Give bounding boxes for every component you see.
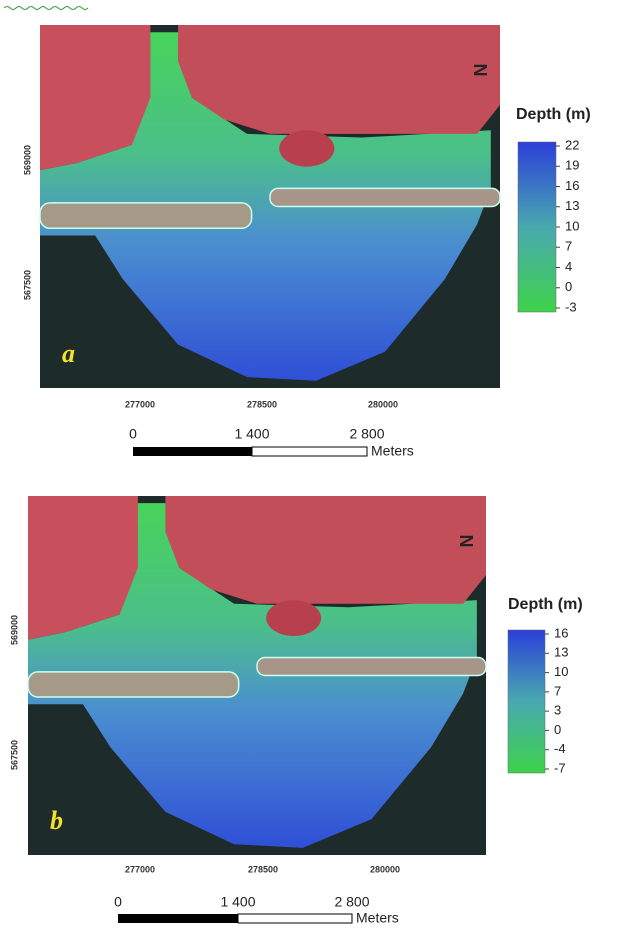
scale-bar-white — [252, 447, 367, 456]
legend-tick-label: 16 — [554, 625, 568, 640]
scale-label: 0 — [114, 894, 122, 910]
scale-label: 1 400 — [234, 426, 269, 442]
legend-tick-label: 0 — [554, 722, 561, 737]
spit — [28, 672, 239, 697]
north-arrow: N — [471, 64, 491, 77]
y-tick-label: 569000 — [9, 615, 19, 645]
legend-tick-label: 19 — [565, 158, 579, 173]
x-tick-label: 280000 — [368, 399, 398, 409]
map-panel: Na 569000 567500 277000 278500 280000 Depth (m… — [22, 25, 590, 459]
legend-title: Depth (m) — [516, 106, 591, 123]
x-tick-label: 278500 — [248, 864, 278, 874]
north-arrow: N — [457, 535, 477, 548]
y-tick-label: 567500 — [22, 270, 32, 300]
scale-bar-black — [133, 447, 252, 456]
x-tick-label: 277000 — [125, 864, 155, 874]
color-bar — [518, 142, 556, 312]
island — [266, 600, 321, 636]
legend-tick-label: -7 — [554, 760, 566, 775]
figure: Na 569000 567500 277000 278500 280000 Depth (m… — [0, 0, 624, 929]
panel-label: a — [62, 339, 75, 368]
x-tick-label: 278500 — [247, 399, 277, 409]
scale-unit: Meters — [356, 910, 399, 926]
legend-tick-label: 3 — [554, 703, 561, 718]
legend-tick-label: 7 — [554, 683, 561, 698]
scale-label: 2 800 — [334, 894, 369, 910]
scale-unit: Meters — [371, 443, 414, 459]
legend-tick-label: 22 — [565, 137, 579, 152]
scale-label: 2 800 — [349, 426, 384, 442]
scale-label: 0 — [129, 426, 137, 442]
decoration — [4, 7, 88, 10]
spit — [270, 188, 500, 206]
legend-tick-label: -3 — [565, 299, 577, 314]
scale-bar-black — [118, 914, 238, 923]
y-tick-label: 569000 — [22, 145, 32, 175]
legend-tick-label: -4 — [554, 741, 566, 756]
island — [279, 130, 334, 166]
color-bar — [508, 630, 545, 773]
scale-bar-white — [238, 914, 352, 923]
legend-tick-label: 13 — [565, 198, 579, 213]
x-tick-label: 280000 — [370, 864, 400, 874]
spit — [40, 203, 252, 228]
land — [178, 25, 500, 134]
legend-title: Depth (m) — [508, 596, 583, 613]
land — [165, 496, 486, 604]
legend-tick-label: 13 — [554, 645, 568, 660]
legend-tick-label: 0 — [565, 279, 572, 294]
legend-tick-label: 7 — [565, 239, 572, 254]
y-tick-label: 567500 — [9, 740, 19, 770]
map-panel: Nb 569000 567500 277000 278500 280000 Depth (m… — [9, 496, 582, 926]
spit — [257, 658, 486, 676]
legend-tick-label: 4 — [565, 259, 572, 274]
x-tick-label: 277000 — [125, 399, 155, 409]
legend-tick-label: 10 — [565, 218, 579, 233]
legend-tick-label: 16 — [565, 178, 579, 193]
panel-label: b — [50, 806, 63, 835]
scale-label: 1 400 — [220, 894, 255, 910]
legend-tick-label: 10 — [554, 664, 568, 679]
